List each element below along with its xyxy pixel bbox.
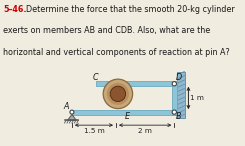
Polygon shape bbox=[72, 110, 177, 115]
Text: exerts on members AB and CDB. Also, what are the: exerts on members AB and CDB. Also, what… bbox=[3, 26, 210, 35]
Text: C: C bbox=[93, 73, 98, 82]
Text: 1.5 m: 1.5 m bbox=[84, 128, 104, 134]
Polygon shape bbox=[172, 81, 177, 115]
Text: Determine the force that the smooth 20-kg cylinder: Determine the force that the smooth 20-k… bbox=[21, 5, 234, 14]
Text: A: A bbox=[64, 102, 69, 111]
Circle shape bbox=[103, 79, 133, 109]
Circle shape bbox=[172, 82, 176, 86]
Text: E: E bbox=[125, 112, 130, 121]
Circle shape bbox=[172, 110, 176, 114]
Polygon shape bbox=[97, 81, 177, 86]
Text: B: B bbox=[176, 112, 181, 121]
Circle shape bbox=[110, 86, 126, 102]
Text: 5–46.: 5–46. bbox=[3, 5, 26, 14]
Text: 1 m: 1 m bbox=[190, 95, 204, 101]
Text: 2 m: 2 m bbox=[138, 128, 152, 134]
Circle shape bbox=[107, 83, 129, 105]
Polygon shape bbox=[177, 72, 184, 118]
Circle shape bbox=[70, 110, 74, 114]
Polygon shape bbox=[68, 114, 76, 120]
Text: horizontal and vertical components of reaction at pin A?: horizontal and vertical components of re… bbox=[3, 48, 230, 57]
Text: D: D bbox=[176, 73, 182, 82]
